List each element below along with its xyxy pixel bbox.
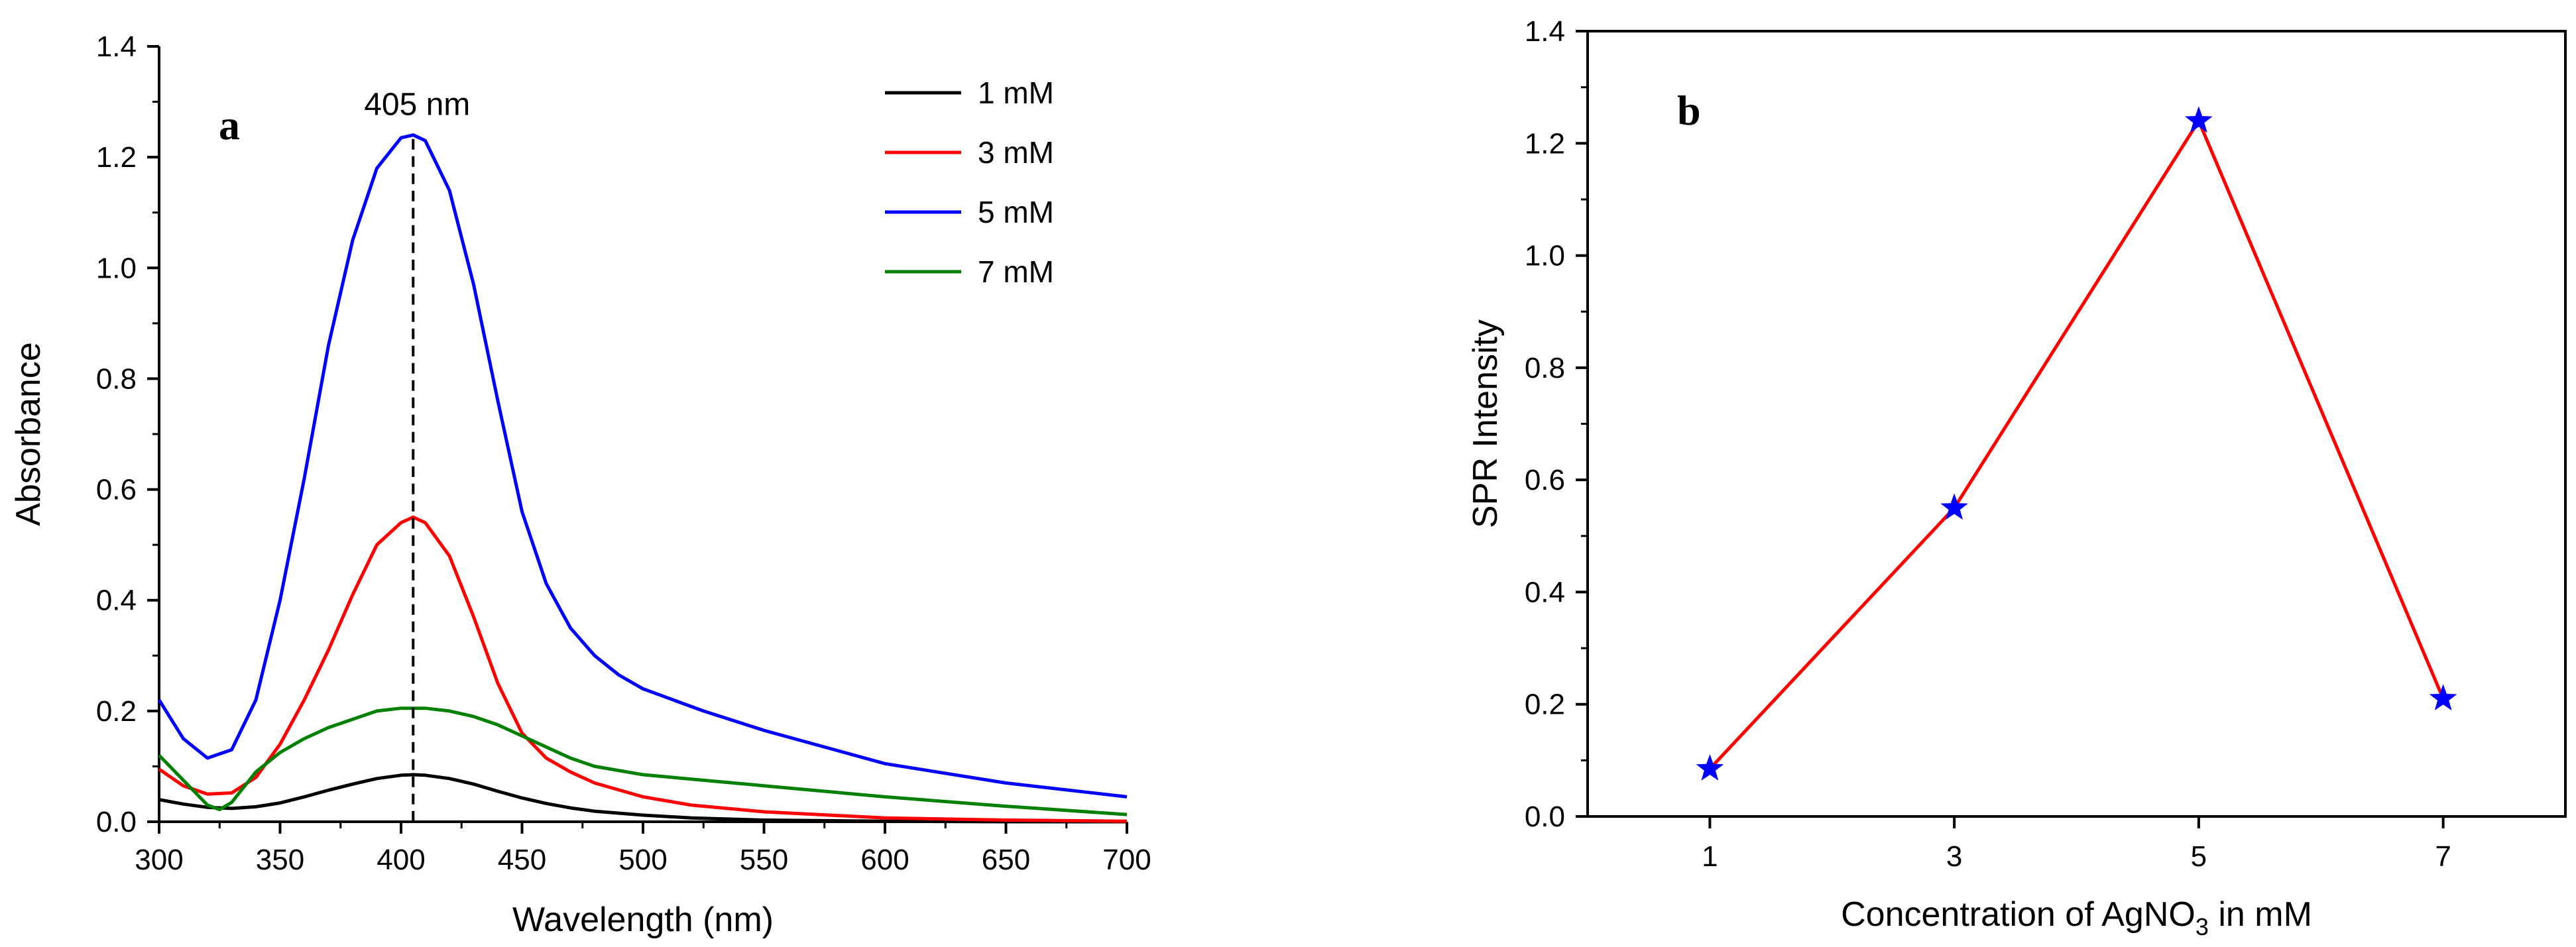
panel-a-series-line-2 — [158, 515, 1128, 823]
panel-a-y-tick-label: 0.2 — [96, 695, 137, 728]
panel-b-x-tick-label: 1 — [1702, 840, 1718, 873]
panel-a-x-axis-title: Wavelength (nm) — [512, 901, 774, 939]
panel-a-x-tick-label: 600 — [860, 844, 909, 876]
panel-b-letter: b — [1677, 87, 1701, 134]
panel-a-x-tick-label: 450 — [498, 844, 546, 876]
panel-a-x-tick-label: 550 — [740, 844, 788, 876]
panel-a-y-tick-label: 0.8 — [96, 362, 137, 395]
panel-a-peak-annotation: 405 nm — [364, 87, 470, 123]
panel-b-data-point-1 — [1696, 754, 1724, 781]
panel-b-y-tick-label: 0.6 — [1525, 464, 1565, 496]
panel-b-y-tick-label: 0.8 — [1525, 352, 1565, 384]
panel-a-legend-label: 5 mM — [978, 195, 1054, 229]
panel-b-x-axis-title-subscript: 3 — [2195, 913, 2209, 940]
panel-a-series-line-1 — [158, 773, 1127, 824]
panel-b-axes: 1 3 5 7 0.0 0.2 0.4 0.6 0.8 1.0 1.2 1.4 — [1525, 15, 2567, 873]
panel-b-y-tick-label: 0.2 — [1525, 689, 1565, 721]
panel-a-x-tick-label: 300 — [135, 844, 183, 876]
panel-a-x-tick-label: 700 — [1102, 844, 1151, 876]
panel-b-data-point-2 — [1940, 493, 1968, 520]
panel-b-data-point-4 — [2429, 684, 2457, 710]
panel-b-y-tick-label: 1.0 — [1525, 240, 1565, 272]
panel-b-x-tick-label: 7 — [2435, 840, 2451, 873]
panel-a-legend: 1 mM 3 mM 5 mM 7 mM — [885, 76, 1054, 289]
panel-a-series-line-3 — [157, 133, 1128, 799]
panel-b-y-tick-label: 1.2 — [1525, 127, 1565, 160]
panel-b-data-point-3 — [2185, 106, 2213, 133]
panel-b-x-axis-title-tail: in mM — [2209, 895, 2312, 934]
panel-a-series-line-4 — [158, 706, 1128, 816]
panel-a-x-tick-label: 650 — [982, 844, 1030, 876]
panel-b-x-axis-title: Concentration of AgNO3 in mM — [1841, 895, 2312, 940]
panel-a-y-tick-label: 0.4 — [96, 585, 137, 617]
panel-a-y-tick-label: 0.0 — [96, 806, 137, 838]
panel-a-chart: 300 350 400 450 500 550 600 650 700 0.0 0.2 0.4 0.6 0… — [9, 30, 1151, 939]
panel-b-y-axis-title: SPR Intensity — [1466, 319, 1505, 528]
panel-a-legend-label: 7 mM — [978, 254, 1054, 289]
panel-a-x-tick-label: 500 — [618, 844, 667, 876]
panel-b-y-tick-label: 0.0 — [1525, 801, 1565, 833]
panel-b-y-tick-label: 1.4 — [1525, 15, 1565, 48]
panel-a-letter: a — [219, 101, 240, 148]
panel-b-series-line — [1708, 117, 2445, 770]
panel-a-y-tick-label: 1.2 — [96, 141, 137, 174]
panel-a-y-axis-title: Absorbance — [9, 342, 48, 526]
panel-a-series — [157, 133, 1128, 824]
panel-b-axis-frame — [1586, 30, 2567, 818]
panel-a-y-tick-label: 1.4 — [96, 30, 137, 63]
panel-b-chart: 1 3 5 7 0.0 0.2 0.4 0.6 0.8 1.0 1.2 1.4 b Concentra… — [1466, 15, 2567, 940]
panel-b-x-tick-label: 3 — [1946, 840, 1962, 873]
panel-a-y-tick-label: 1.0 — [96, 252, 137, 284]
panel-b-x-axis-title-main: Concentration of AgNO — [1841, 895, 2195, 934]
panel-b-x-tick-label: 5 — [2191, 840, 2207, 873]
panel-a-y-tick-label: 0.6 — [96, 474, 137, 506]
panel-b-series — [1696, 106, 2457, 781]
panel-a-legend-label: 3 mM — [978, 135, 1054, 170]
panel-a-x-tick-label: 400 — [377, 844, 425, 876]
panel-a-legend-label: 1 mM — [978, 76, 1054, 110]
panel-b-y-tick-label: 0.4 — [1525, 576, 1565, 608]
panel-a-x-tick-label: 350 — [256, 844, 304, 876]
panel-a-axes: 300 350 400 450 500 550 600 650 700 0.0 0.2 0.4 0.6 0… — [96, 30, 1151, 876]
